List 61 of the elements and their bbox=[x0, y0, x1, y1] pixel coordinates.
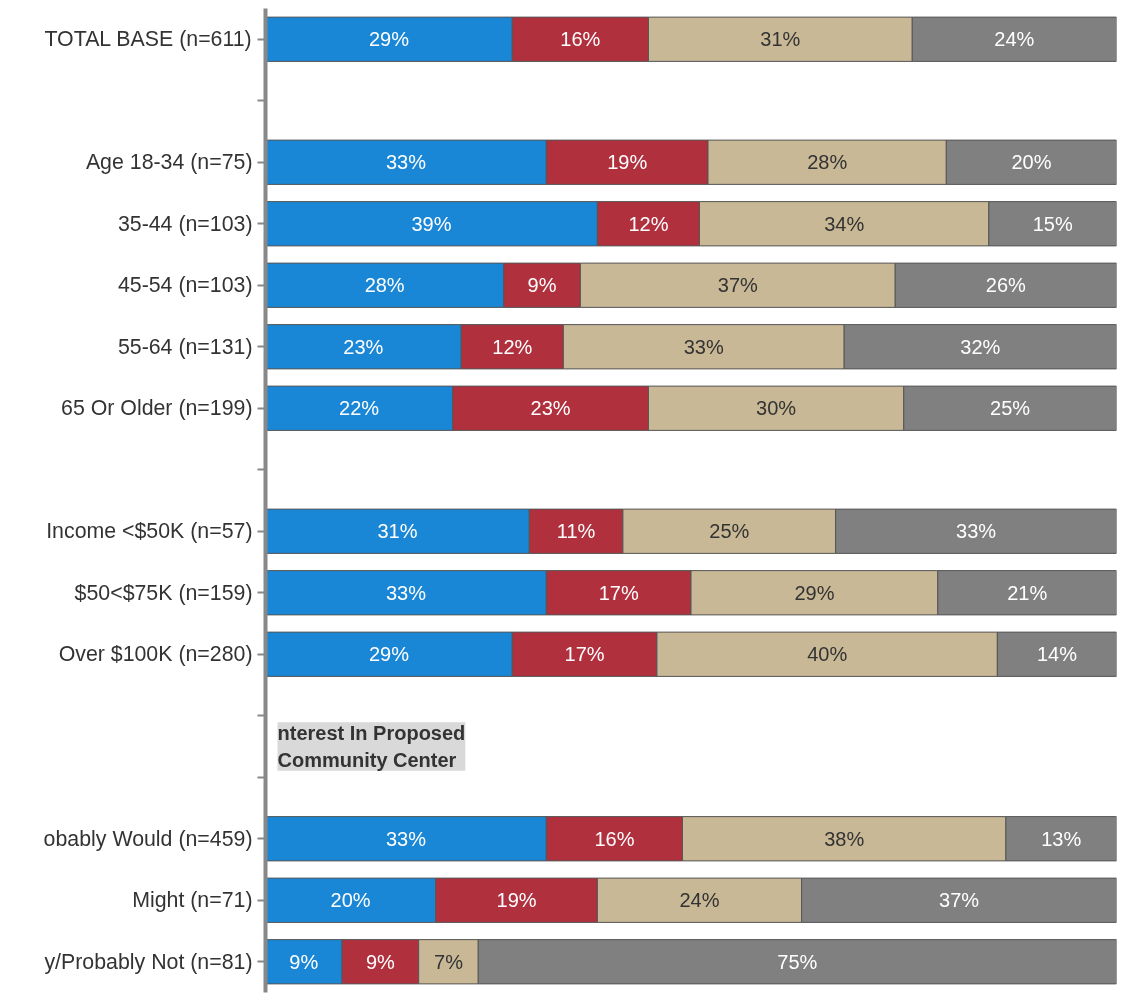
data-label: 33% bbox=[683, 335, 724, 358]
y-tick-label: y/Probably Not (n=81) bbox=[44, 949, 253, 974]
data-label: 12% bbox=[492, 335, 533, 358]
data-label: 29% bbox=[368, 28, 410, 51]
data-label: 23% bbox=[343, 335, 384, 358]
y-tick-label: 45-54 (n=103) bbox=[117, 273, 253, 298]
data-label: 37% bbox=[717, 274, 759, 297]
data-label: 40% bbox=[807, 643, 848, 666]
data-label: 15% bbox=[1032, 212, 1073, 235]
data-label: 24% bbox=[994, 28, 1035, 51]
data-label: 33% bbox=[385, 151, 427, 174]
y-tick-label: 35-44 (n=103) bbox=[117, 211, 253, 236]
data-label: 33% bbox=[385, 581, 427, 604]
data-label: 17% bbox=[564, 643, 605, 666]
data-label: 26% bbox=[985, 274, 1027, 297]
data-label: 22% bbox=[339, 397, 380, 420]
data-label: 31% bbox=[760, 28, 801, 51]
data-label: 12% bbox=[628, 212, 669, 235]
y-tick-label: TOTAL BASE (n=611) bbox=[44, 27, 252, 52]
data-label: 14% bbox=[1036, 643, 1078, 666]
data-label: 30% bbox=[756, 397, 797, 420]
y-tick-label: Income <$50K (n=57) bbox=[46, 519, 253, 544]
data-label: 20% bbox=[330, 889, 371, 912]
data-label: 9% bbox=[365, 950, 396, 973]
y-tick-label: Over $100K (n=280) bbox=[58, 642, 253, 667]
data-label: 20% bbox=[1011, 151, 1052, 174]
data-label: 29% bbox=[368, 643, 410, 666]
data-label: 19% bbox=[496, 889, 537, 912]
data-label: 25% bbox=[709, 520, 750, 543]
data-label: 13% bbox=[1041, 827, 1082, 850]
y-tick-label: 65 Or Older (n=199) bbox=[61, 396, 253, 421]
data-label: 37% bbox=[939, 889, 980, 912]
data-label: 21% bbox=[1007, 581, 1048, 604]
data-label: 34% bbox=[824, 212, 865, 235]
data-label: 16% bbox=[594, 827, 635, 850]
data-label: 33% bbox=[385, 827, 427, 850]
data-label: 28% bbox=[364, 274, 405, 297]
data-label: 32% bbox=[960, 335, 1001, 358]
data-label: 9% bbox=[527, 274, 557, 297]
data-label: 23% bbox=[530, 397, 571, 420]
data-label: 11% bbox=[556, 520, 596, 543]
data-label: 17% bbox=[598, 581, 639, 604]
data-label: 9% bbox=[289, 950, 319, 973]
y-tick-label: Might (n=71) bbox=[132, 888, 253, 913]
y-tick-label: $50<$75K (n=159) bbox=[74, 580, 253, 605]
data-label: 39% bbox=[411, 212, 452, 235]
data-label: 28% bbox=[807, 151, 848, 174]
annotation: nterest In Proposed Community Center bbox=[277, 722, 466, 771]
data-label: 7% bbox=[434, 950, 464, 973]
data-label: 25% bbox=[990, 397, 1031, 420]
y-tick-label: obably Would (n=459) bbox=[43, 826, 253, 851]
data-label: 24% bbox=[679, 889, 720, 912]
data-label: 38% bbox=[824, 827, 865, 850]
data-label: 31% bbox=[377, 520, 418, 543]
data-label: 33% bbox=[956, 520, 997, 543]
data-label: 29% bbox=[794, 581, 835, 604]
data-label: 16% bbox=[560, 28, 601, 51]
y-tick-label: 55-64 (n=131) bbox=[117, 334, 253, 359]
data-label: 75% bbox=[777, 950, 818, 973]
y-tick-label: Age 18-34 (n=75) bbox=[85, 150, 253, 175]
data-label: 19% bbox=[607, 151, 648, 174]
